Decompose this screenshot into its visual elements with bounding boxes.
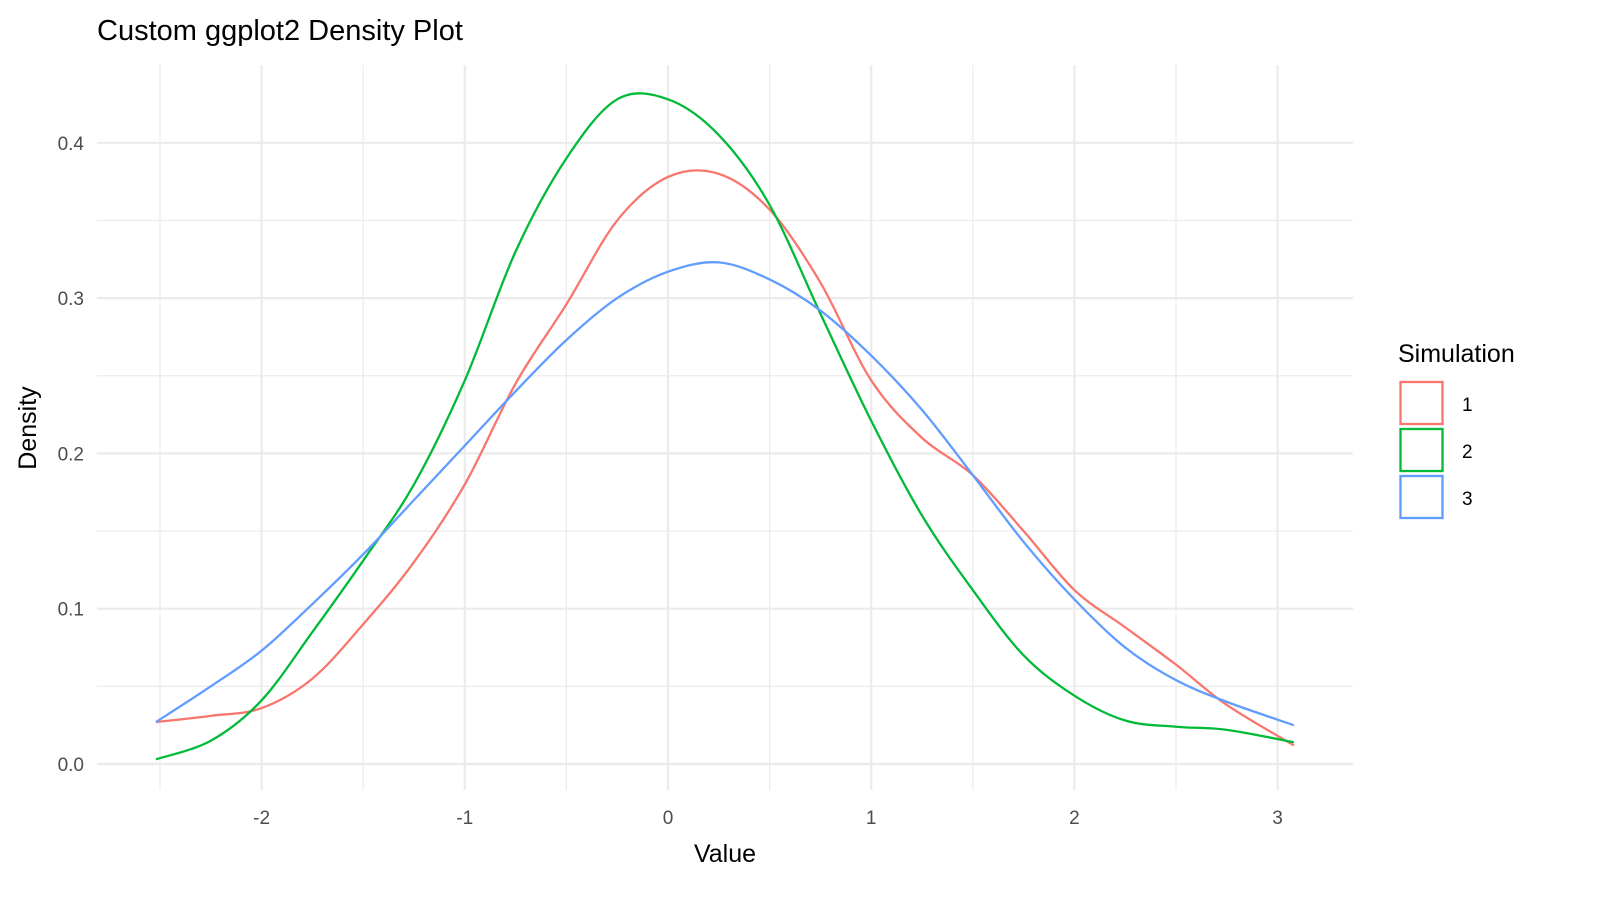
series-line-2: [155, 92, 1295, 761]
axis-ticks: -2 -1 0 1 2 3 0.0 0.1 0.2 0.3 0.4: [58, 134, 1283, 829]
y-tick-label: 0.2: [58, 444, 84, 465]
y-axis-label: Density: [14, 386, 42, 470]
legend-key-3: [1399, 474, 1444, 520]
x-tick-label: 0: [663, 808, 674, 829]
x-tick-label: -1: [456, 808, 473, 829]
x-tick-label: 2: [1069, 808, 1080, 829]
x-tick-label: 1: [866, 808, 877, 829]
legend-key-2: [1399, 427, 1444, 473]
series-line-1: [155, 169, 1295, 747]
y-tick-label: 0.3: [58, 289, 84, 310]
legend-title: Simulation: [1398, 340, 1515, 368]
chart-title: Custom ggplot2 Density Plot: [97, 15, 463, 47]
legend-key-1: [1399, 380, 1444, 426]
series-line-3: [155, 261, 1295, 727]
legend-label-1: 1: [1462, 395, 1473, 416]
x-tick-label: -2: [253, 808, 270, 829]
y-tick-label: 0.0: [58, 755, 84, 776]
legend-label-2: 2: [1462, 442, 1473, 463]
legend-label-3: 3: [1462, 489, 1473, 510]
series-lines: [155, 92, 1295, 761]
x-axis-label: Value: [694, 840, 756, 868]
legend: Simulation 1 2 3: [1398, 340, 1515, 520]
x-tick-label: 3: [1272, 808, 1283, 829]
y-tick-label: 0.4: [58, 134, 85, 155]
grid: [97, 65, 1353, 790]
y-tick-label: 0.1: [58, 600, 84, 621]
